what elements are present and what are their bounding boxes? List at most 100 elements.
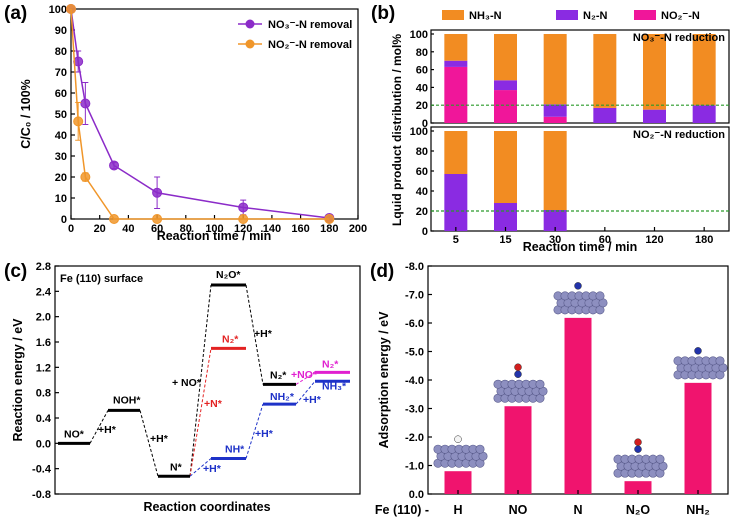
legend-label: N₂-N — [583, 10, 607, 22]
x-tick-label: 60 — [151, 223, 163, 235]
bar-2 — [564, 317, 592, 494]
level-label-NH: NH* — [225, 444, 245, 456]
panel-b-ylabel: Lquid product distribution / mol% — [390, 34, 404, 226]
data-point — [324, 214, 335, 224]
slab-atom — [655, 454, 665, 464]
bar-segment-NH3 — [543, 34, 567, 105]
bar-segment-N2 — [692, 105, 716, 123]
panel-d-ylabel: Adsorption energy / eV — [377, 311, 391, 448]
x-tick-label: 15 — [499, 234, 511, 246]
bar-segment-NH3 — [593, 34, 617, 108]
y-tick-label: 0 — [422, 226, 428, 238]
panel-c-frame — [54, 265, 361, 495]
bar-segment-N2 — [593, 107, 617, 123]
level-label-N: N* — [170, 461, 183, 473]
y-tick-label: 0.0 — [409, 489, 424, 501]
data-point — [66, 4, 76, 14]
bar-segment-N2 — [494, 80, 517, 91]
y-tick-label: 0 — [422, 118, 428, 130]
step-label: +H* — [303, 394, 322, 406]
step-label: +H* — [98, 424, 117, 436]
y-tick-label: 80 — [55, 46, 67, 58]
adsorbate-atom — [694, 347, 702, 355]
x-tick-label: 60 — [599, 234, 611, 246]
y-tick-label: 40 — [55, 130, 67, 142]
panel-a: (a) Reaction time / min C/C₀ / 100% 0 20 4… — [4, 3, 367, 243]
bar-segment-N2 — [543, 104, 567, 117]
legend-marker — [245, 19, 255, 29]
level-label-NOH: NOH* — [113, 394, 141, 406]
panel-d: (d) Adsorption energy / eV Fe (110) - 0.… — [370, 261, 729, 517]
bar-segment-NH3 — [444, 131, 468, 174]
x-tick-label: N — [573, 503, 582, 517]
level-label-N2mag: N₂* — [322, 358, 339, 370]
connector-N2O-N2b — [245, 284, 264, 385]
y-tick-label: 20 — [416, 206, 428, 218]
legend-label: NH₃-N — [469, 10, 502, 22]
level-label-N2b: N₂* — [270, 369, 287, 381]
slab-illustration-4 — [673, 347, 728, 380]
x-tick-label: N₂O — [626, 503, 651, 517]
step-label: +H* — [254, 328, 273, 340]
step-label: +N* — [204, 398, 223, 410]
x-tick-label: 80 — [180, 223, 192, 235]
y-tick-label: -8.0 — [405, 261, 424, 273]
connector-N2b-N2mag — [295, 371, 316, 385]
panel-c-title: Fe (110) surface — [60, 273, 143, 285]
slab-illustration-3 — [613, 438, 668, 478]
y-tick-label: 0.4 — [36, 413, 52, 425]
level-label-NO: NO* — [64, 428, 85, 440]
y-tick-label: 80 — [416, 47, 428, 59]
y-tick-label: 2.4 — [36, 286, 52, 298]
y-tick-label: 1.6 — [36, 337, 51, 349]
slab-atom — [535, 379, 545, 389]
panel-b-label: (b) — [371, 3, 395, 24]
connector-N-NH — [189, 458, 212, 477]
y-tick-label: -4.0 — [405, 375, 424, 387]
level-label-N2O: N₂O* — [216, 269, 241, 281]
legend-label: NO₂⁻-N removal — [268, 39, 352, 51]
data-point — [109, 214, 120, 224]
y-tick-label: 100 — [49, 4, 67, 16]
y-tick-label: 40 — [416, 82, 428, 94]
slab-atom — [475, 444, 485, 454]
bar-1 — [504, 406, 532, 494]
x-tick-label: 5 — [453, 234, 459, 246]
bar-segment-NH3 — [643, 34, 666, 110]
data-point — [80, 98, 91, 109]
bar-segment-N2 — [543, 210, 567, 231]
x-tick-label: 120 — [645, 234, 663, 246]
bar-segment-NO2 — [543, 116, 567, 123]
bar-3 — [624, 481, 652, 494]
x-tick-label: 30 — [549, 234, 561, 246]
panel-c-ylabel: Reaction energy / eV — [11, 318, 25, 442]
data-point — [238, 202, 249, 213]
y-tick-label: 50 — [55, 109, 67, 121]
legend-marker — [245, 39, 255, 49]
y-tick-label: 0 — [61, 214, 67, 226]
data-point — [152, 187, 163, 198]
slab-illustration-1 — [493, 363, 548, 403]
legend-label: NO₃⁻-N removal — [268, 19, 352, 31]
y-tick-label: 60 — [416, 65, 428, 77]
y-tick-label: -6.0 — [405, 318, 424, 330]
panel-a-label: (a) — [4, 3, 27, 24]
x-tick-label: 180 — [695, 234, 713, 246]
data-point — [238, 214, 249, 224]
adsorbate-atom — [514, 370, 522, 378]
y-tick-label: 10 — [55, 193, 67, 205]
bar-0 — [444, 471, 472, 494]
adsorbate-atom — [634, 445, 642, 453]
adsorbate-atom — [514, 363, 522, 371]
y-tick-label: 0.8 — [36, 388, 51, 400]
adsorbate-atom — [634, 438, 642, 446]
bar-segment-NO2 — [494, 90, 517, 123]
data-point — [80, 172, 91, 182]
bar-segment-NH3 — [692, 34, 716, 106]
connector-N-N2red — [189, 348, 212, 477]
step-label: + NO* — [172, 377, 202, 389]
y-tick-label: 20 — [55, 172, 67, 184]
panel-b-xlabel: Reaction time / min — [523, 240, 638, 254]
step-label: +H* — [150, 433, 169, 445]
